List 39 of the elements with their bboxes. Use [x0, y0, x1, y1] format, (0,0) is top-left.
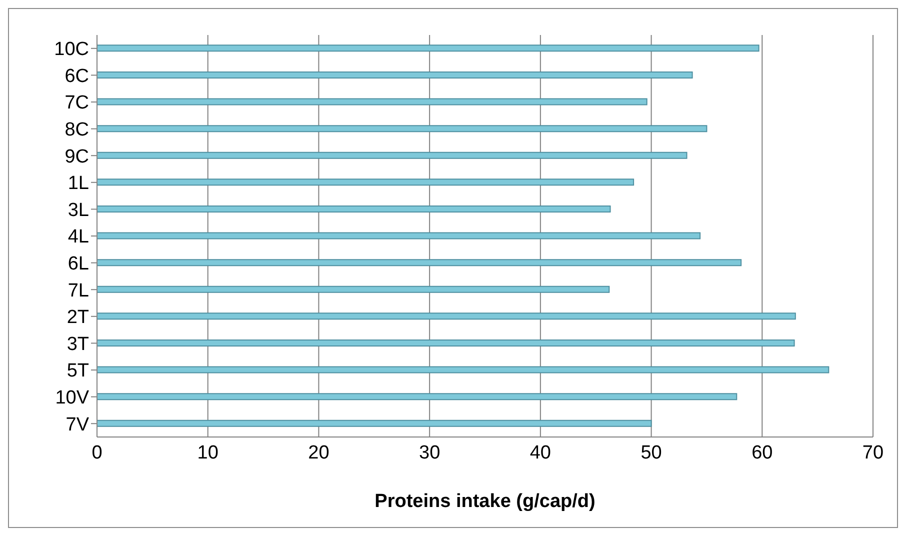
bar — [97, 44, 760, 52]
y-tick-label: 7L — [68, 280, 89, 302]
bar — [97, 152, 688, 159]
bar — [97, 420, 652, 427]
bar — [97, 312, 796, 320]
bar — [97, 178, 634, 186]
y-tick-label: 1L — [68, 173, 89, 194]
y-tick-label: 10C — [54, 39, 89, 60]
x-tick-label: 0 — [92, 442, 102, 464]
y-tick-label: 3T — [66, 334, 90, 355]
y-tick-label: 7V — [66, 414, 90, 436]
bar — [97, 232, 701, 240]
y-tick-label: 2T — [66, 307, 90, 328]
bar — [97, 339, 795, 346]
y-tick-label: 9C — [64, 146, 89, 168]
y-tick-label: 8C — [64, 120, 89, 141]
x-tick-label: 60 — [752, 442, 773, 464]
bar — [97, 286, 610, 293]
x-axis-title: Proteins intake (g/cap/d) — [374, 491, 596, 512]
x-tick-label: 50 — [640, 442, 662, 464]
x-tick-label: 70 — [862, 442, 884, 464]
bar — [97, 71, 693, 78]
y-tick-label: 4L — [68, 226, 89, 248]
bar — [97, 393, 738, 400]
x-tick-label: 10 — [197, 442, 218, 464]
x-tick-label: 30 — [419, 442, 440, 464]
x-tick-label: 20 — [308, 442, 330, 464]
y-tick-label: 10V — [55, 388, 90, 409]
bar — [97, 205, 611, 212]
y-tick-label: 6L — [68, 254, 89, 275]
bar — [97, 259, 742, 266]
y-tick-label: 3L — [68, 200, 89, 221]
y-tick-label: 7C — [64, 92, 89, 114]
x-tick-label: 40 — [530, 442, 551, 464]
bar — [97, 125, 708, 132]
bar — [97, 366, 830, 374]
bar — [97, 98, 648, 106]
y-tick-label: 6C — [64, 66, 89, 87]
y-tick-label: 5T — [66, 360, 90, 382]
